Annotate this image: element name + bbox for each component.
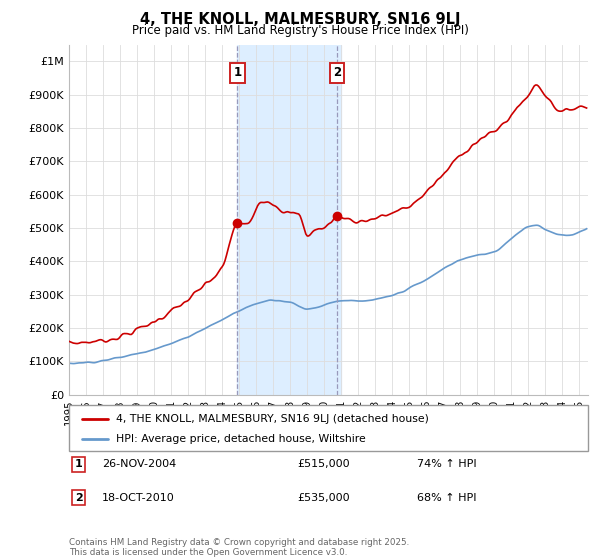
Text: 74% ↑ HPI: 74% ↑ HPI	[417, 459, 476, 469]
Bar	[238, 45, 341, 395]
Text: £515,000: £515,000	[297, 459, 350, 469]
Text: 1: 1	[75, 459, 82, 469]
Text: 26-NOV-2004: 26-NOV-2004	[102, 459, 176, 469]
Text: 68% ↑ HPI: 68% ↑ HPI	[417, 493, 476, 503]
Text: £535,000: £535,000	[297, 493, 350, 503]
Text: 4, THE KNOLL, MALMESBURY, SN16 9LJ: 4, THE KNOLL, MALMESBURY, SN16 9LJ	[140, 12, 460, 27]
Text: Price paid vs. HM Land Registry's House Price Index (HPI): Price paid vs. HM Land Registry's House …	[131, 24, 469, 36]
Text: 1: 1	[233, 66, 242, 80]
Text: 18-OCT-2010: 18-OCT-2010	[102, 493, 175, 503]
Text: HPI: Average price, detached house, Wiltshire: HPI: Average price, detached house, Wilt…	[116, 435, 365, 444]
Text: 2: 2	[333, 66, 341, 80]
Text: 2: 2	[75, 493, 82, 503]
Text: Contains HM Land Registry data © Crown copyright and database right 2025.
This d: Contains HM Land Registry data © Crown c…	[69, 538, 409, 557]
Text: 4, THE KNOLL, MALMESBURY, SN16 9LJ (detached house): 4, THE KNOLL, MALMESBURY, SN16 9LJ (deta…	[116, 414, 428, 424]
